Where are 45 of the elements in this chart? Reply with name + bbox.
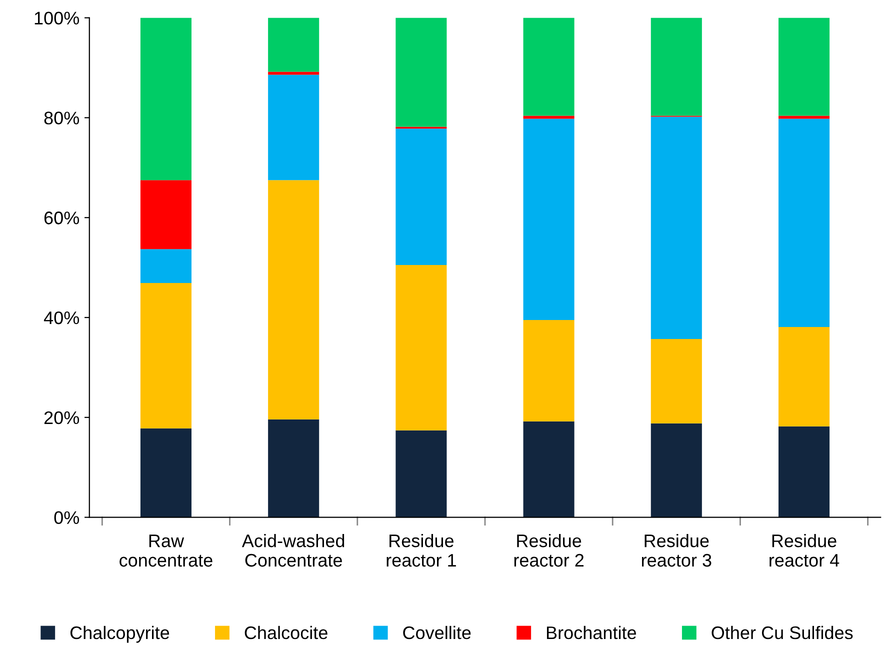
x-tick-label: Acid-washed Concentrate: [242, 534, 344, 567]
y-tick-label: 40%: [44, 311, 80, 324]
bar: [778, 118, 830, 327]
bar: [778, 426, 830, 518]
bar: [523, 320, 574, 422]
bar: [778, 326, 830, 426]
legend-label: Brochantite: [546, 626, 636, 640]
bar: [650, 116, 702, 339]
legend-label: Chalcopyrite: [70, 626, 170, 643]
x-tick-label: Residue reactor 2: [514, 534, 584, 567]
bar: [268, 74, 320, 180]
bar: [140, 18, 192, 180]
x-tick-label: Raw concentrate: [120, 534, 212, 567]
bar: [650, 338, 702, 424]
legend-label: Other Cu Sulfides: [712, 626, 853, 640]
bar: [268, 18, 320, 72]
x-tick-label: Residue reactor 3: [642, 534, 712, 567]
bar: [396, 128, 447, 266]
bar: [140, 428, 192, 518]
x-tick-label: Residue reactor 1: [386, 534, 456, 567]
y-tick-label: 0%: [54, 511, 80, 524]
bar: [268, 419, 320, 518]
bar: [523, 18, 574, 116]
bar: [396, 430, 447, 518]
y-tick-label: 20%: [44, 411, 80, 424]
bar: [140, 283, 192, 428]
bar: [396, 18, 447, 127]
bar: [778, 18, 830, 116]
legend-label: Covellite: [403, 626, 471, 640]
bar: [778, 116, 830, 119]
bar: [140, 180, 192, 250]
x-tick-label: Residue reactor 4: [770, 534, 840, 567]
legend-label: Chalcocite: [244, 626, 328, 640]
bar: [523, 116, 574, 119]
bar: [650, 423, 702, 518]
bar: [650, 18, 702, 116]
bar: [268, 72, 320, 75]
bar: [523, 421, 574, 518]
bar: [268, 180, 320, 420]
bar: [396, 265, 447, 430]
y-tick-label: 80%: [44, 112, 80, 124]
bar: [523, 118, 574, 320]
y-tick-label: 100%: [34, 12, 80, 25]
y-tick-label: 60%: [44, 212, 80, 224]
bar: [140, 249, 192, 284]
